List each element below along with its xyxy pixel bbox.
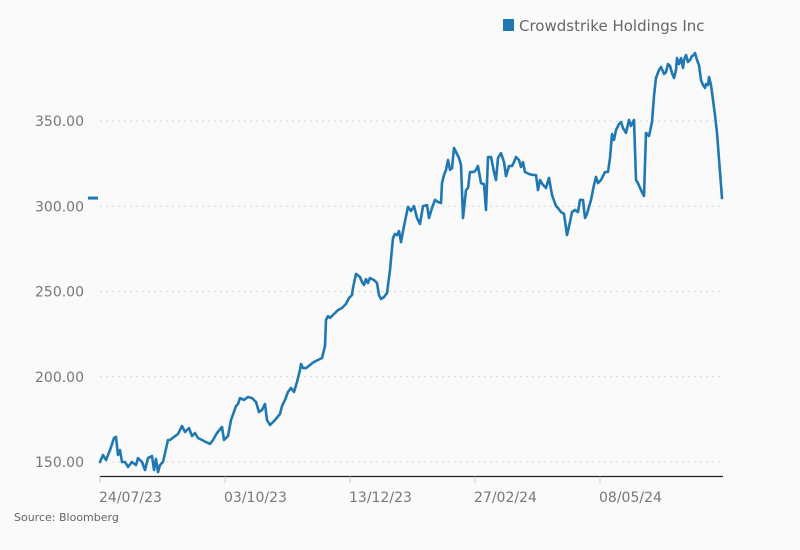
- x-axis-ticks: 24/07/23 03/10/23 13/12/23 27/02/24 08/05/24: [99, 476, 662, 506]
- y-tick-label: 350.00: [35, 114, 84, 130]
- y-tick-label: 250.00: [35, 285, 84, 301]
- legend: Crowdstrike Holdings Inc: [503, 17, 705, 35]
- x-tick-label: 24/07/23: [99, 490, 162, 506]
- x-tick-label: 13/12/23: [349, 490, 412, 506]
- y-tick-label: 200.00: [35, 370, 84, 386]
- y-tick-label: 300.00: [35, 199, 84, 215]
- x-tick-label: 27/02/24: [474, 490, 537, 506]
- source-note: Source: Bloomberg: [14, 511, 119, 524]
- series-line-crowdstrike: [98, 51, 724, 474]
- y-axis-tick-labels: 150.00 200.00 250.00 300.00 350.00: [35, 114, 84, 471]
- legend-swatch: [503, 19, 514, 31]
- last-value-marker: [88, 196, 98, 200]
- legend-label: Crowdstrike Holdings Inc: [519, 17, 705, 35]
- y-tick-label: 150.00: [35, 455, 84, 471]
- x-tick-label: 03/10/23: [224, 490, 287, 506]
- x-tick-label: 08/05/24: [599, 490, 662, 506]
- gridlines: [100, 120, 723, 463]
